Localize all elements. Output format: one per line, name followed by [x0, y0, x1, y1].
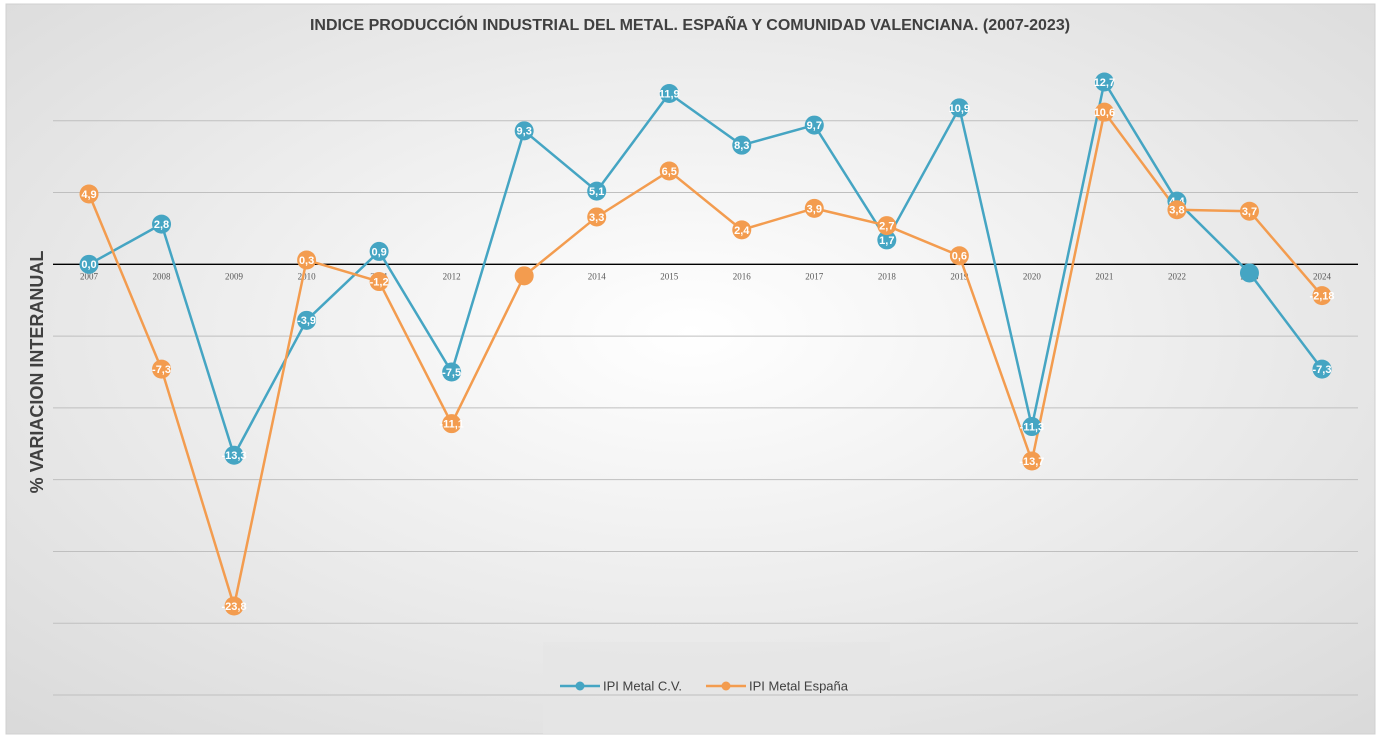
- marker: [224, 596, 244, 616]
- marker: [587, 181, 607, 201]
- marker: [1022, 417, 1042, 437]
- data-label: 11,9: [659, 88, 680, 100]
- data-label: 2,4: [734, 225, 750, 237]
- legend-marker: [575, 681, 585, 691]
- marker: [1239, 201, 1259, 221]
- marker: [1167, 200, 1187, 220]
- data-label: 0,9: [371, 246, 386, 258]
- marker: [1094, 102, 1114, 122]
- legend-marker: [721, 681, 731, 691]
- data-label: -7,5: [442, 367, 461, 379]
- x-tick-label: 2022: [1168, 271, 1186, 281]
- x-tick-label: 2024: [1313, 271, 1332, 281]
- data-label: 3,7: [1242, 206, 1257, 218]
- marker: [1239, 263, 1259, 283]
- marker: [1312, 286, 1332, 306]
- data-label: -23,8: [222, 601, 247, 613]
- data-label: -13,3: [222, 450, 247, 462]
- data-label: 0,3: [299, 255, 314, 267]
- marker: [369, 241, 389, 261]
- marker: [152, 214, 172, 234]
- x-tick-label: 2012: [443, 271, 461, 281]
- data-label: -13,7: [1019, 456, 1044, 468]
- data-label: -7,3: [1313, 364, 1332, 376]
- legend-box: [543, 642, 890, 734]
- marker: [442, 414, 462, 434]
- data-label: -11,3: [1020, 421, 1044, 433]
- marker: [224, 445, 244, 465]
- marker: [877, 230, 897, 250]
- y-axis-label: % VARIACION INTERANUAL: [27, 251, 47, 494]
- data-label: 9,3: [517, 126, 532, 138]
- x-tick-label: 2017: [805, 271, 824, 281]
- marker: [1022, 451, 1042, 471]
- data-label: 3,3: [589, 212, 604, 224]
- data-label: 0,0: [81, 259, 96, 271]
- series-line: [87, 109, 1323, 607]
- data-label: 4,9: [81, 189, 96, 201]
- marker: [949, 246, 969, 266]
- data-label: 12,7: [1094, 77, 1115, 89]
- marker: [152, 359, 172, 379]
- marker: [659, 161, 679, 181]
- x-tick-label: 2018: [878, 271, 897, 281]
- marker: [1094, 72, 1114, 92]
- x-tick-label: 2007: [80, 271, 99, 281]
- data-label: 10,9: [949, 103, 970, 115]
- x-tick-label: 2008: [153, 271, 172, 281]
- marker: [79, 184, 99, 204]
- data-label: 10,6: [1094, 107, 1115, 119]
- marker: [514, 121, 534, 141]
- x-tick-label: 2015: [660, 271, 679, 281]
- series-line: [88, 78, 1323, 459]
- chart-title: INDICE PRODUCCIÓN INDUSTRIAL DEL METAL. …: [310, 14, 1070, 34]
- data-label: 0,6: [952, 251, 967, 263]
- x-tick-label: 2010: [298, 271, 317, 281]
- marker: [877, 216, 897, 236]
- data-label: 2,7: [879, 220, 894, 232]
- data-label: 3,9: [807, 203, 822, 215]
- x-tick-label: 2016: [733, 271, 752, 281]
- marker: [369, 272, 389, 292]
- marker: [1312, 359, 1332, 379]
- x-tick-label: 2014: [588, 271, 607, 281]
- x-tick-label: 2019: [950, 271, 969, 281]
- marker: [79, 254, 99, 274]
- data-label: 5,1: [589, 186, 604, 198]
- chart-area: [5, 3, 1376, 735]
- legend-item: IPI Metal C.V.: [560, 678, 682, 693]
- data-label: 1,7: [879, 235, 894, 247]
- data-label: -1,2: [370, 276, 389, 288]
- marker: [804, 115, 824, 135]
- data-label: 3,8: [1169, 205, 1184, 217]
- data-label: 8,3: [734, 140, 749, 152]
- data-label: -2,18: [1309, 291, 1334, 303]
- marker: [732, 220, 752, 240]
- marker: [514, 266, 534, 286]
- data-label: -3,9: [297, 315, 316, 327]
- x-tick-label: 2020: [1023, 271, 1042, 281]
- marker: [442, 362, 462, 382]
- marker: [297, 310, 317, 330]
- data-label: -7,3: [152, 364, 171, 376]
- marker: [587, 207, 607, 227]
- legend-label: IPI Metal España: [749, 678, 849, 693]
- marker: [949, 98, 969, 118]
- data-label: 9,7: [807, 120, 822, 132]
- legend-item: IPI Metal España: [706, 678, 849, 693]
- data-label: -11,1: [439, 419, 463, 431]
- marker: [804, 198, 824, 218]
- data-label: 2,8: [154, 219, 169, 231]
- legend-label: IPI Metal C.V.: [603, 678, 682, 693]
- x-tick-label: 2009: [225, 271, 244, 281]
- data-label: 6,5: [662, 166, 677, 178]
- marker: [659, 84, 679, 104]
- marker: [297, 250, 317, 270]
- x-tick-label: 2021: [1095, 271, 1113, 281]
- marker: [732, 135, 752, 155]
